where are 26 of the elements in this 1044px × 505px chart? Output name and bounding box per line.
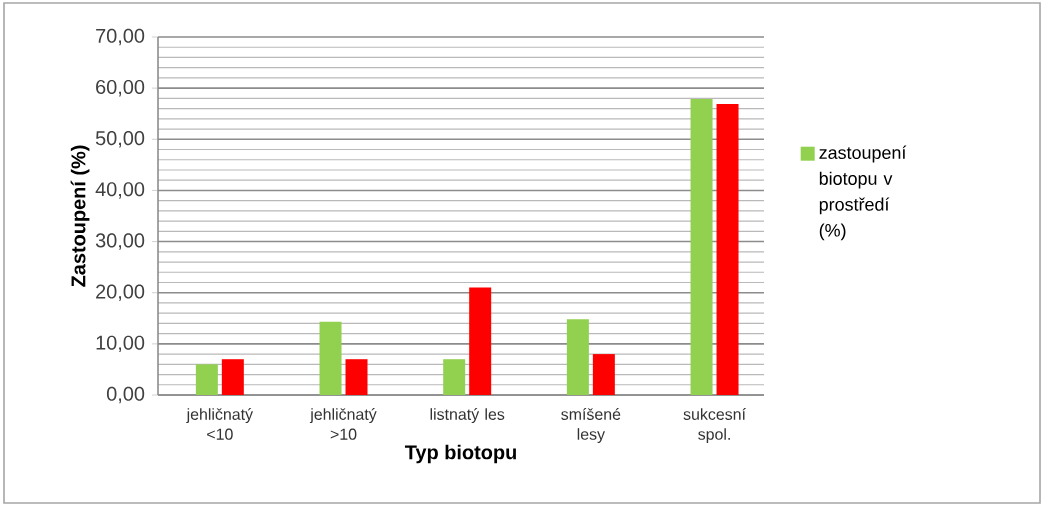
x-tick-label: jehličnatý >10 (309, 408, 377, 440)
x-tick-label: listnatý les (430, 408, 505, 424)
legend-label: zastoupení biotopu v prostředí (%) (819, 145, 907, 241)
bar (716, 104, 739, 395)
bar (592, 354, 615, 395)
y-tick-label: 50,00 (95, 131, 145, 148)
y-tick-label: 0,00 (106, 386, 145, 404)
x-axis-title: Typ biotopu (404, 444, 516, 464)
x-tick-label: jehličnatý <10 (186, 408, 254, 440)
y-tick-label: 20,00 (96, 284, 145, 301)
bar (345, 359, 368, 395)
y-tick-label: 60,00 (96, 79, 145, 97)
bar (221, 359, 244, 395)
y-axis-title: Zastoupení (%) (70, 145, 90, 287)
bar (566, 319, 589, 395)
y-tick-label: 10,00 (96, 335, 145, 353)
x-tick-label: sukcesní spol. (683, 408, 746, 444)
bar (469, 287, 492, 395)
y-tick-label: 70,00 (96, 28, 145, 46)
bar (443, 359, 466, 395)
y-tick-label: 30,00 (95, 233, 145, 250)
x-tick-label: smíšené lesy (561, 408, 621, 444)
bar (195, 364, 218, 395)
bar (319, 321, 342, 395)
bar (690, 98, 713, 395)
y-tick-label: 40,00 (95, 182, 145, 199)
